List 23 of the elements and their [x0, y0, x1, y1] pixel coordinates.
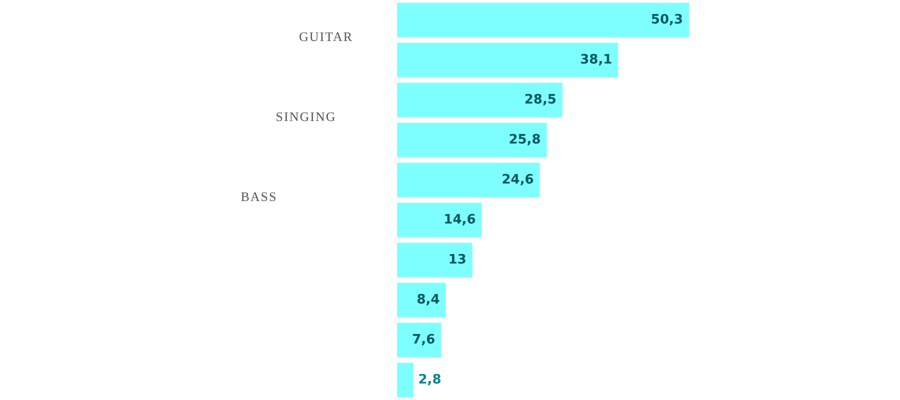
bar — [397, 82, 562, 118]
data-label: 14,6 — [444, 212, 476, 228]
data-label: 28,5 — [524, 92, 556, 108]
data-label: 50,3 — [650, 12, 683, 28]
text: GUITAR — [298, 29, 354, 45]
data-label: 24,6 — [502, 172, 534, 188]
bar — [397, 322, 442, 358]
bar — [397, 282, 446, 318]
data-label: 7,6 — [412, 332, 436, 348]
data-label: 8,4 — [416, 292, 440, 308]
bar — [397, 162, 540, 198]
text: SINGING — [276, 109, 336, 125]
data-label: 2,8 — [418, 372, 442, 388]
bar — [397, 202, 482, 238]
text: BASS — [240, 189, 278, 205]
data-label: 13 — [448, 252, 466, 268]
data-label: 38,1 — [580, 52, 612, 68]
bar — [397, 42, 618, 78]
bar — [397, 122, 547, 158]
bar — [397, 362, 414, 398]
bar — [397, 2, 689, 38]
data-label: 25,8 — [508, 132, 541, 148]
bar — [397, 242, 472, 278]
